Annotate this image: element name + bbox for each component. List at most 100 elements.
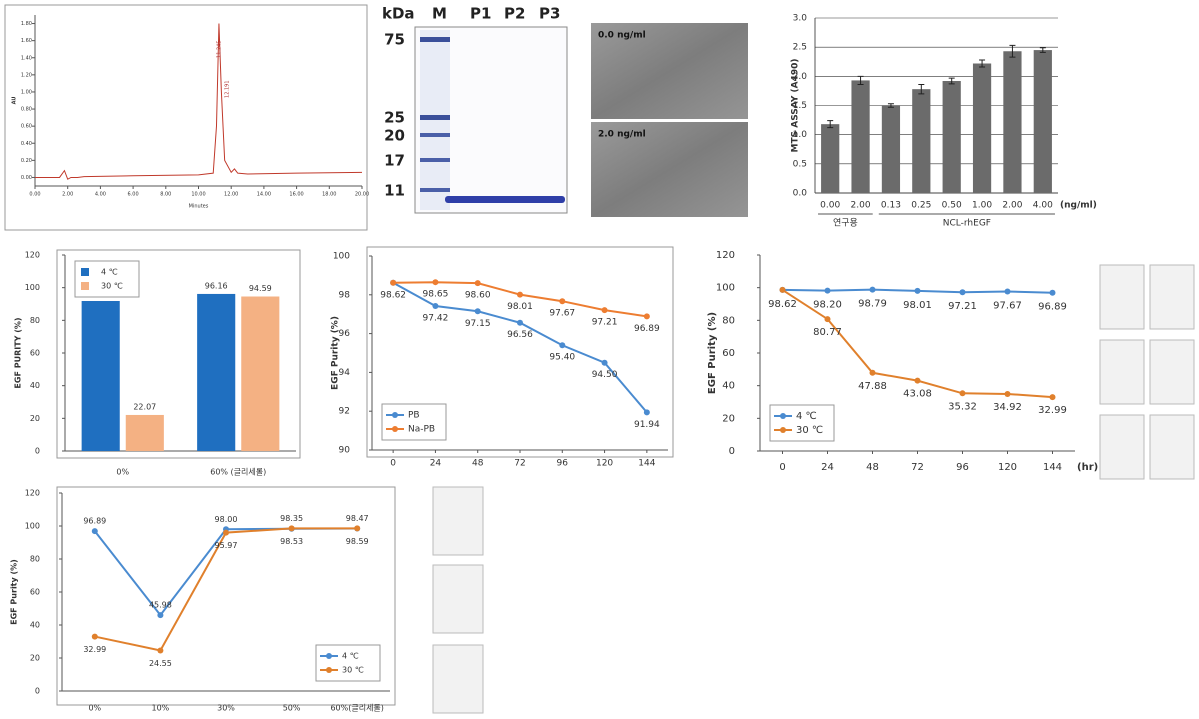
x-tick-label: 10.00 (191, 192, 205, 198)
annotation: 11.245 (216, 40, 222, 58)
data-label: 97.67 (993, 300, 1022, 311)
x-tick-label: 48 (472, 459, 484, 469)
gel-lane: M (432, 5, 447, 23)
legend-swatch (81, 282, 89, 290)
x-tick-label: 0.13 (881, 201, 901, 211)
y-axis-label: AU (12, 97, 18, 105)
legend-label: 4 ℃ (101, 268, 118, 277)
x-tick-label: 2.00 (851, 201, 871, 211)
data-label: 98.62 (380, 290, 406, 300)
bar (881, 105, 901, 193)
data-label: 98.79 (858, 299, 887, 310)
point (914, 377, 921, 384)
y-tick-label: 100 (333, 252, 350, 262)
data-label: 47.88 (858, 381, 887, 392)
micrograph (591, 23, 748, 119)
x-unit: (ng/ml) (1060, 201, 1097, 211)
point (959, 390, 966, 397)
x-tick-label: 2.00 (1002, 201, 1022, 211)
x-tick-label: 120 (998, 462, 1017, 473)
point (474, 308, 481, 315)
point (959, 289, 966, 296)
y-tick-label: 40 (30, 621, 40, 630)
y-tick-label: 98 (339, 290, 351, 300)
error-bar (979, 59, 986, 68)
x-tick-label: 20.00 (355, 192, 369, 198)
y-tick-label: 0.20 (21, 158, 32, 164)
y-tick-label: 0.00 (21, 175, 32, 181)
legend-label: 30 ℃ (101, 282, 123, 291)
y-tick-label: 60 (30, 349, 40, 358)
data-label: 94.59 (249, 284, 272, 293)
y-tick-label: 1.00 (21, 89, 32, 95)
bar (1003, 51, 1022, 193)
x-axis-label: Minutes (189, 204, 209, 210)
legend-label: PB (408, 411, 420, 421)
thumbnail (1099, 264, 1145, 330)
y-tick-label: 1.0 (793, 130, 808, 140)
x-tick-label: 60% (글리세롤) (210, 468, 266, 477)
data-label: 95.97 (215, 541, 238, 550)
gel-band (445, 196, 565, 203)
x-tick-label: 0.50 (942, 201, 962, 211)
group-label: NCL-rhEGF (943, 219, 991, 229)
point (474, 280, 481, 287)
y-tick-label: 60 (30, 588, 40, 597)
data-label: 98.00 (215, 515, 238, 524)
x-tick-label: 96 (557, 459, 569, 469)
point (157, 647, 164, 654)
group-label: 연구용 (833, 218, 858, 229)
x-tick-label: 24 (430, 459, 442, 469)
data-label: 95.40 (549, 353, 575, 363)
gel-band (420, 133, 450, 137)
bar (125, 414, 164, 451)
point (1004, 390, 1011, 397)
y-tick-label: 3.0 (793, 14, 808, 24)
point (869, 286, 876, 293)
legend-label: 4 ℃ (796, 411, 817, 422)
point (288, 525, 295, 532)
bar (81, 300, 120, 451)
y-tick-label: 100 (25, 522, 40, 531)
point (354, 525, 361, 532)
x-tick-label: 0% (88, 704, 101, 713)
data-label: 96.89 (83, 517, 106, 526)
bar (821, 124, 840, 193)
y-tick-label: 94 (339, 368, 351, 378)
x-tick-label: 14.00 (257, 192, 271, 198)
micrograph-label: 2.0 ng/ml (598, 130, 646, 140)
data-label: 97.21 (948, 301, 977, 312)
y-tick-label: 0 (35, 687, 40, 696)
thumbnail (432, 564, 484, 634)
point (559, 342, 566, 349)
y-tick-label: 0.0 (793, 189, 808, 199)
chart-frame (56, 249, 301, 459)
bar (1033, 50, 1052, 194)
point (157, 612, 164, 619)
y-tick-label: 120 (25, 251, 40, 260)
legend-label: 30 ℃ (796, 425, 823, 436)
thumbnail (1149, 264, 1195, 330)
data-label: 98.60 (465, 291, 491, 301)
thumbnail (432, 486, 484, 556)
chart: 0 20 40 60 80 100 120 0 24 48 72 96 120 144 EGF Purity… (707, 250, 1098, 473)
gel-lane: P3 (539, 5, 560, 23)
gel-band (420, 158, 450, 162)
y-tick-label: 80 (30, 316, 40, 325)
gel-band (420, 37, 450, 42)
y-tick-label: 90 (339, 446, 351, 456)
y-tick-label: 60 (722, 348, 735, 359)
point (824, 316, 831, 323)
x-tick-label: 50% (283, 704, 301, 713)
y-axis-label: EGF Purity (%) (10, 559, 19, 625)
gel-lane: P2 (504, 5, 525, 23)
legend-marker (392, 412, 398, 418)
error-bar (948, 77, 955, 85)
chart: 0.00 0.20 0.40 0.60 0.80 1.00 1.20 1.40 1.60 1.80… (4, 4, 369, 231)
y-tick-label: 100 (25, 283, 40, 292)
point (914, 287, 921, 294)
point (517, 291, 523, 298)
y-tick-label: 120 (716, 250, 735, 261)
chart: 0 20 40 60 80 100 120 0% 10% 30% 50% 60%(글리세롤) EGF P… (10, 486, 396, 713)
